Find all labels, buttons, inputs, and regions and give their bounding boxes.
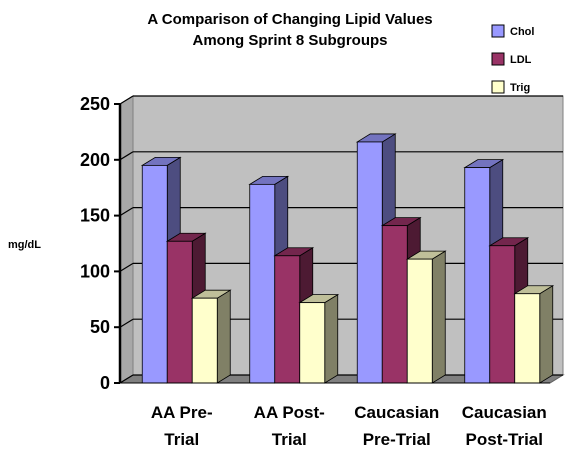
y-tick-label: 100	[80, 261, 110, 281]
bar-side	[431, 250, 446, 384]
chart-title-line-1: A Comparison of Changing Lipid Values	[147, 11, 432, 28]
bars	[140, 133, 555, 384]
bar-front	[406, 258, 433, 384]
bar-chol	[248, 175, 290, 384]
category-label-line: AA Post-	[254, 403, 325, 422]
y-tick-label: 250	[80, 94, 110, 114]
bar-front	[489, 245, 516, 384]
bar-front	[274, 255, 301, 384]
bar-front	[299, 302, 326, 384]
gridline-side	[119, 207, 134, 217]
legend-label: LDL	[510, 54, 532, 66]
value-axis: 0 50 100 150 200 250	[80, 94, 550, 393]
gridline-side	[119, 95, 134, 105]
bar-front	[381, 225, 408, 384]
y-tick-label: 200	[80, 150, 110, 170]
gridline-side	[119, 318, 134, 328]
chart-title-line-2: Among Sprint 8 Subgroups	[193, 32, 388, 49]
bar-front	[464, 167, 491, 384]
bar-side	[539, 285, 554, 384]
chart-title: A Comparison of Changing Lipid Values Am…	[147, 11, 432, 49]
bar-side	[324, 293, 339, 384]
category-label-line: AA Pre-	[151, 403, 213, 422]
bar-trig	[298, 293, 340, 384]
category-axis: AA Pre- Trial AA Post- Trial Caucasian Pre-Tr…	[151, 403, 547, 449]
legend-label: Trig	[510, 82, 530, 94]
category-label-line: Caucasian	[354, 403, 439, 422]
legend-swatch	[491, 24, 505, 38]
y-tick-label: 0	[100, 373, 110, 393]
bar-trig	[190, 289, 232, 384]
gridline-side	[119, 262, 134, 272]
side-wall	[119, 95, 134, 384]
y-axis-label: mg/dL	[8, 239, 41, 251]
legend-swatch	[491, 52, 505, 66]
bar-front	[356, 141, 383, 384]
gridline-side	[119, 374, 134, 384]
category-label-line: Trial	[272, 430, 307, 449]
legend-swatch	[491, 80, 505, 94]
category-label-line: Pre-Trial	[363, 430, 431, 449]
bar-front	[141, 164, 168, 384]
bar-front	[166, 240, 193, 384]
category-label-line: Trial	[164, 430, 199, 449]
bar-front	[514, 293, 541, 384]
y-tick-label: 50	[90, 317, 110, 337]
bar-side	[216, 289, 231, 384]
category-label-line: Caucasian	[462, 403, 547, 422]
legend-label: Chol	[510, 26, 534, 38]
bar-trig	[405, 250, 447, 384]
bar-trig	[513, 285, 555, 384]
y-tick-label: 150	[80, 206, 110, 226]
gridline-side	[119, 151, 134, 161]
category-label-line: Post-Trial	[466, 430, 543, 449]
bar-front	[191, 297, 218, 384]
legend: Chol LDL Trig	[491, 24, 534, 94]
bar-front	[249, 183, 276, 384]
